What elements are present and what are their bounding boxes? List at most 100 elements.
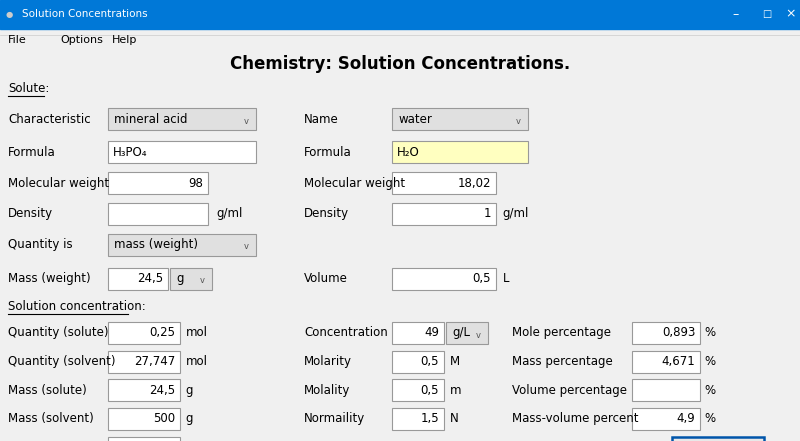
Text: m: m [450,384,461,397]
Text: g/ml: g/ml [502,207,529,220]
Text: ●: ● [6,10,14,19]
Bar [632,408,700,430]
Text: mineral acid: mineral acid [114,112,188,126]
Text: 500: 500 [153,412,175,426]
Text: 0,5: 0,5 [421,355,439,368]
Bar [392,408,444,430]
Text: 98: 98 [188,176,203,190]
Bar [392,379,444,401]
Text: 49: 49 [424,326,439,340]
Text: Mass percentage: Mass percentage [512,355,613,368]
Text: %: % [705,355,716,368]
Text: Solution Concentrations: Solution Concentrations [22,9,148,19]
Text: v: v [516,117,521,126]
Text: Formula: Formula [8,146,56,159]
Text: Normaility: Normaility [304,412,366,426]
Text: 4,671: 4,671 [662,355,695,368]
Bar [108,108,256,130]
Text: Solution concentration:: Solution concentration: [8,300,146,313]
Text: g/L: g/L [453,326,470,340]
Bar [108,141,256,163]
Text: Characteristic: Characteristic [8,112,90,126]
Text: Chemistry: Solution Concentrations.: Chemistry: Solution Concentrations. [230,55,570,73]
Bar [392,141,528,163]
Text: 18,02: 18,02 [458,176,491,190]
Text: Volume: Volume [304,272,348,285]
Text: g/ml: g/ml [216,207,242,220]
Text: Molality: Molality [304,384,350,397]
Text: g: g [186,412,193,426]
Text: Solute:: Solute: [8,82,50,95]
Text: 1,5: 1,5 [421,412,439,426]
Text: Concentration: Concentration [304,326,388,340]
Bar [108,172,208,194]
Text: mol: mol [186,326,208,340]
Bar [446,322,488,344]
Text: H₃PO₄: H₃PO₄ [113,146,147,159]
Bar [632,351,700,373]
Text: 1: 1 [484,207,491,220]
Text: L: L [502,272,509,285]
Text: 24,5: 24,5 [149,384,175,397]
Text: ×: × [785,7,796,21]
Bar [632,322,700,344]
Text: Density: Density [8,207,53,220]
Bar [392,108,528,130]
Bar [392,172,496,194]
Bar [170,268,212,290]
Text: v: v [476,331,481,340]
Text: 27,747: 27,747 [134,355,175,368]
Text: mol: mol [186,355,208,368]
Text: Formula: Formula [304,146,352,159]
Bar [392,268,496,290]
Text: Density: Density [304,207,349,220]
Bar [108,322,180,344]
Text: Mass (weight): Mass (weight) [8,272,90,285]
Text: Molarity: Molarity [304,355,352,368]
Text: mass (weight): mass (weight) [114,238,198,251]
Text: □: □ [762,9,771,19]
Text: Molecular weight: Molecular weight [304,176,405,190]
Bar [108,379,180,401]
Text: Volume percentage: Volume percentage [512,384,627,397]
Text: Quantity is: Quantity is [8,238,73,251]
Text: g: g [186,384,193,397]
Text: 0,25: 0,25 [149,326,175,340]
Bar [108,351,180,373]
Text: v: v [200,277,205,285]
Bar [392,351,444,373]
Bar [672,437,764,441]
Bar [108,268,168,290]
Text: v: v [244,243,249,251]
Text: Molecular weight: Molecular weight [8,176,109,190]
Text: water: water [398,112,432,126]
Text: H₂O: H₂O [397,146,419,159]
Text: v: v [244,117,249,126]
Text: Help: Help [112,35,138,45]
Text: 4,9: 4,9 [677,412,695,426]
Text: Mass (solvent): Mass (solvent) [8,412,94,426]
Text: Quantity (solute): Quantity (solute) [8,326,109,340]
Bar [108,203,208,225]
Bar [108,234,256,256]
Text: 0,893: 0,893 [662,326,695,340]
Text: %: % [705,326,716,340]
Bar [108,437,180,441]
Text: %: % [705,412,716,426]
Text: Mole percentage: Mole percentage [512,326,611,340]
Text: Mass-volume percent: Mass-volume percent [512,412,638,426]
Bar [632,379,700,401]
Text: 0,5: 0,5 [473,272,491,285]
Bar [108,408,180,430]
Text: Quantity (solvent): Quantity (solvent) [8,355,115,368]
Text: g: g [177,272,184,285]
Text: 24,5: 24,5 [137,272,163,285]
Bar [392,322,444,344]
Text: File: File [8,35,26,45]
Bar [0,0,800,29]
Text: 0,5: 0,5 [421,384,439,397]
Text: M: M [450,355,460,368]
Text: Options: Options [60,35,103,45]
Text: Mass (solute): Mass (solute) [8,384,86,397]
Text: –: – [733,7,739,21]
